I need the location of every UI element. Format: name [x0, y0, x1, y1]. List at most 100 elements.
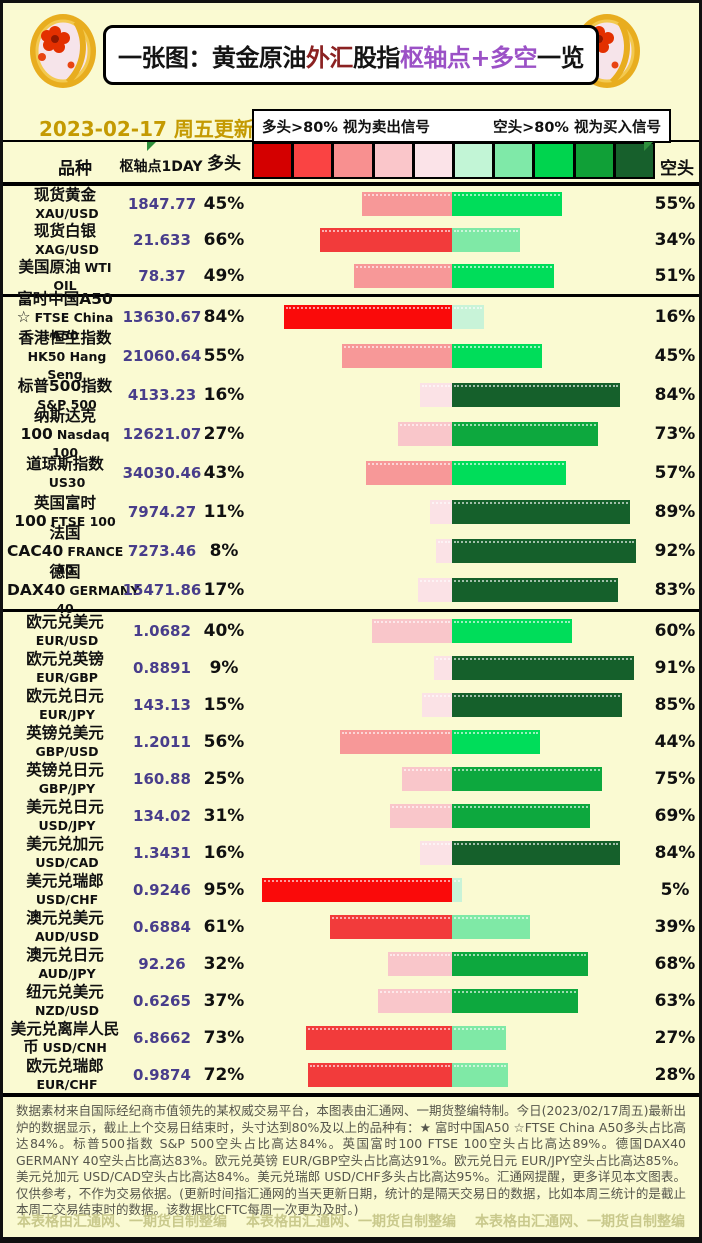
credit-text: 本表格由汇通网、一期货自制整编: [17, 1214, 227, 1230]
long-bar: [308, 1062, 452, 1087]
pivot-value: 1.0682: [133, 621, 191, 640]
pivot-value: 1.3431: [133, 843, 191, 862]
short-percent: 39%: [654, 916, 696, 937]
pivot-value: 134.02: [133, 806, 191, 825]
short-percent: 57%: [654, 462, 696, 483]
instrument-name-cn: 澳元兑日元: [26, 945, 104, 964]
table-row: 富时中国A50 ☆ FTSE China A50 13630.67 84% 16%: [3, 290, 699, 343]
table-row: 香港恒生指数HK50 Hang Seng 21060.64 55% 45%: [3, 329, 699, 382]
instrument-code: US30: [48, 474, 86, 490]
pivot-value: 78.37: [138, 267, 186, 285]
title-segment: 一览: [537, 43, 585, 72]
long-percent: 61%: [203, 916, 245, 937]
long-bar: [390, 803, 452, 828]
long-percent: 37%: [203, 990, 245, 1011]
short-percent: 85%: [654, 694, 696, 715]
table-row: 美元兑加元USD/CAD 1.3431 16% 84%: [3, 834, 699, 871]
table-row: 现货白银 XAG/USD 21.633 66% 34%: [3, 222, 699, 258]
table-row: 现货黄金 XAU/USD 1847.77 45% 55%: [3, 186, 699, 222]
short-percent: 84%: [654, 384, 696, 405]
short-percent: 16%: [654, 306, 696, 327]
instrument-code: EUR/USD: [35, 632, 99, 648]
long-bar: [354, 264, 452, 288]
short-percent: 73%: [654, 423, 696, 444]
pivot-value: 15471.86: [122, 580, 202, 599]
long-percent: 9%: [209, 657, 239, 678]
pivot-value: 34030.46: [122, 463, 202, 482]
table-row: 美元兑日元USD/JPY 134.02 31% 69%: [3, 797, 699, 834]
instrument-name-cell: 美元兑加元USD/CAD: [7, 834, 123, 871]
pivot-value: 0.6265: [133, 991, 191, 1010]
pivot-value: 92.26: [138, 954, 186, 973]
footer-divider: [3, 1093, 699, 1097]
instrument-name-cn: 美元兑加元: [26, 834, 104, 853]
instrument-code: Nasdaq 100: [51, 426, 110, 460]
title-segment: 枢轴点+多空: [399, 43, 538, 72]
long-bar: [388, 951, 452, 976]
footer-paragraph: 数据素材来自国际经纪商市值领先的某权威交易平台，本图表由汇通网、一期货整编特制。…: [16, 1103, 686, 1217]
instrument-name-cell: 澳元兑美元AUD/USD: [7, 908, 123, 945]
long-percent: 27%: [203, 423, 245, 444]
short-bar: [452, 264, 554, 288]
instrument-name-cell: 美国原油 WTI OIL: [7, 258, 123, 294]
coin-flower-logo-left: [28, 12, 98, 90]
short-bar: [452, 914, 530, 939]
long-bar: [434, 655, 452, 680]
short-percent: 89%: [654, 501, 696, 522]
long-percent: 15%: [203, 694, 245, 715]
scale-swatch: [334, 144, 372, 177]
short-bar: [452, 382, 620, 407]
long-percent: 72%: [203, 1064, 245, 1085]
scale-swatch: [294, 144, 332, 177]
short-percent: 68%: [654, 953, 696, 974]
long-percent: 95%: [203, 879, 245, 900]
table-row: 德国DAX40 GERMANY 40 15471.86 17% 83%: [3, 563, 699, 616]
instrument-name-cell: 纽元兑美元NZD/USD: [7, 982, 123, 1019]
table-row: 法国CAC40 FRANCE 40 7273.46 8% 92%: [3, 524, 699, 577]
short-bar: [452, 577, 618, 602]
footer: 数据素材来自国际经纪商市值领先的某权威交易平台，本图表由汇通网、一期货整编特制。…: [3, 1093, 699, 1237]
instrument-name-cn: 纳斯达克100: [20, 406, 96, 443]
instrument-name-cell: 道琼斯指数US30: [7, 453, 123, 492]
long-percent: 31%: [203, 805, 245, 826]
scale-swatch: [535, 144, 573, 177]
short-percent: 27%: [654, 1027, 696, 1048]
long-bar: [418, 577, 452, 602]
table-row: 澳元兑日元AUD/JPY 92.26 32% 68%: [3, 945, 699, 982]
long-signal-note: 多头>80% 视为卖出信号: [262, 119, 430, 136]
instrument-name-cn: 美元兑瑞郎: [26, 871, 104, 890]
instrument-code: FRANCE 40: [56, 543, 124, 577]
instrument-name-cell: 香港恒生指数HK50 Hang Seng: [7, 329, 123, 382]
instrument-name-cn: 欧元兑美元: [26, 612, 104, 631]
pivot-value: 1847.77: [127, 195, 197, 213]
instrument-name-cell: 标普500指数S&P 500: [7, 375, 123, 414]
short-bar: [452, 618, 572, 643]
long-percent: 16%: [203, 842, 245, 863]
instrument-name-cell: 现货黄金 XAU/USD: [7, 186, 123, 222]
credit-text: 本表格由汇通网、一期货自制整编: [246, 1214, 456, 1230]
instrument-code: WTI OIL: [53, 260, 112, 293]
instrument-name-cn: 现货白银: [33, 222, 96, 240]
long-percent: 73%: [203, 1027, 245, 1048]
long-bar: [420, 840, 452, 865]
marker-triangle-right: [644, 142, 653, 151]
instrument-name-cn: 英镑兑日元: [26, 760, 104, 779]
long-bar: [420, 382, 452, 407]
instrument-name-cell: 英国富时100 FTSE 100: [7, 492, 123, 531]
table-row: 澳元兑美元AUD/USD 0.6884 61% 39%: [3, 908, 699, 945]
pivot-value: 160.88: [133, 769, 191, 788]
short-bar: [452, 421, 598, 446]
title-segment: 一张图：黄金原油: [117, 43, 307, 72]
short-percent: 55%: [654, 194, 696, 214]
column-header-long: 多头: [207, 154, 241, 174]
long-percent: 32%: [203, 953, 245, 974]
pivot-value: 6.8662: [133, 1028, 191, 1047]
column-header-pivot: 枢轴点1DAY: [119, 159, 203, 175]
long-bar: [436, 538, 452, 563]
short-bar: [452, 729, 540, 754]
long-percent: 25%: [203, 768, 245, 789]
long-percent: 40%: [203, 620, 245, 641]
short-percent: 91%: [654, 657, 696, 678]
instrument-name-cell: 英镑兑日元GBP/JPY: [7, 760, 123, 797]
pivot-value: 0.9246: [133, 880, 191, 899]
